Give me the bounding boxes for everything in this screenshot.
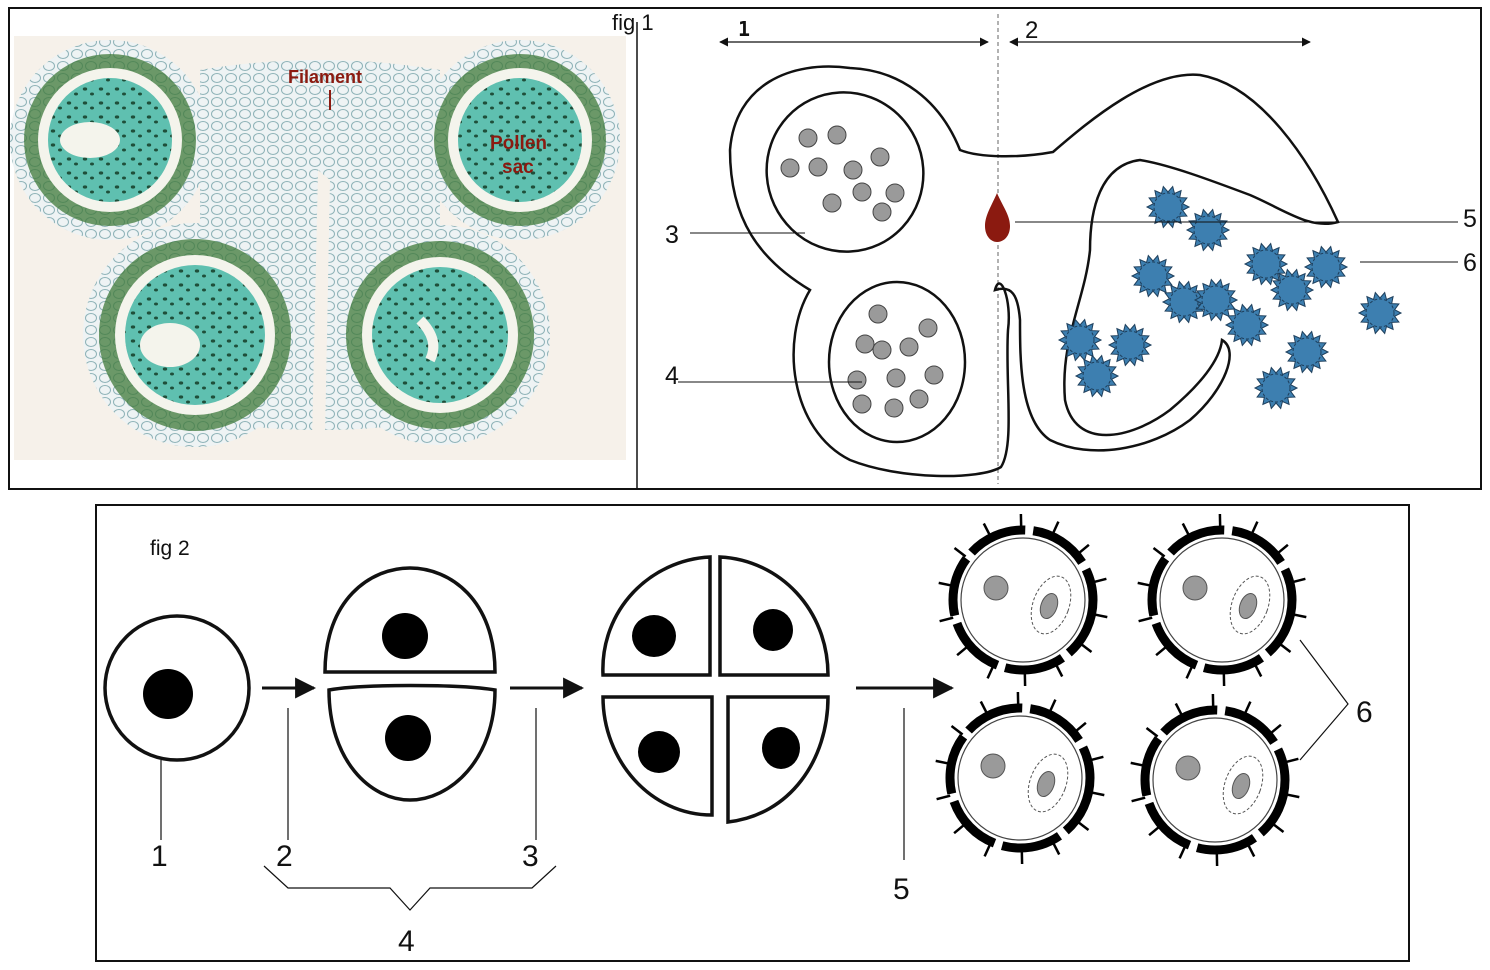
- fig1-callout-3: 3: [665, 221, 679, 249]
- tetrad: [601, 555, 830, 824]
- anther-schematic: 1 2 3: [665, 14, 1477, 484]
- pollen-sac-label-line2: sac: [502, 157, 534, 178]
- microspores-upper: [780, 125, 905, 222]
- fig1-border: [8, 7, 1482, 490]
- nucleus: [143, 669, 193, 719]
- fig1-title: fig 1: [612, 10, 654, 35]
- fig2-callout-5: 5: [893, 873, 910, 906]
- fig2-callout-4: 4: [398, 925, 415, 958]
- anther-section-photo: Filament Pollen sac: [10, 36, 626, 460]
- pollen-grain: [1130, 693, 1300, 867]
- nucleus: [382, 613, 428, 659]
- fig2-callout-6: 6: [1356, 696, 1373, 729]
- callout-line-6: [1299, 639, 1349, 761]
- blue-pollen-grain: [1269, 268, 1315, 312]
- nucleus: [762, 727, 800, 769]
- fig2-panel: fig 2: [95, 504, 1410, 962]
- pollen-sac-top-left: [10, 40, 210, 240]
- arrow-label-2: 2: [1025, 17, 1038, 44]
- microspores-lower: [847, 304, 944, 418]
- pollen-grain: [1137, 513, 1307, 687]
- central-gap: [312, 170, 330, 440]
- microspore-mother-cell: [103, 614, 251, 762]
- pollen-sac-label-line1: Pollen: [490, 133, 547, 154]
- pollen-sac-top-right: [420, 40, 620, 240]
- fig2-border: [95, 504, 1410, 962]
- blue-pollen-grain: [1253, 366, 1299, 410]
- fig1-panel: fig 1: [8, 7, 1482, 490]
- released-pollen-grains: [1057, 185, 1403, 410]
- pollen-sac-lower: [827, 280, 967, 444]
- nucleus: [385, 715, 431, 761]
- blue-pollen-grain: [1185, 208, 1231, 252]
- mature-pollen-grains: [935, 513, 1307, 867]
- blue-pollen-grain: [1193, 278, 1239, 322]
- blue-pollen-grain: [1357, 291, 1403, 335]
- arrow-label-1: 1: [738, 17, 750, 41]
- dyad: [323, 566, 497, 802]
- fig2-callout-3: 3: [522, 840, 539, 873]
- fig2-callout-1: 1: [151, 840, 168, 873]
- brace-4: [263, 865, 557, 911]
- blue-pollen-grain: [1303, 245, 1349, 289]
- pollen-sac-upper: [765, 91, 925, 253]
- pollen-sac-bottom-left: [83, 223, 307, 447]
- nucleus: [638, 731, 680, 773]
- blue-pollen-grain: [1284, 330, 1330, 374]
- fig1-callout-6: 6: [1463, 249, 1477, 277]
- fig1-callout-4: 4: [665, 362, 679, 390]
- blue-pollen-grain: [1057, 318, 1103, 362]
- pollen-grain: [938, 513, 1108, 687]
- nucleus: [753, 609, 793, 651]
- fig2-title: fig 2: [150, 537, 190, 560]
- blue-pollen-grain: [1224, 303, 1270, 347]
- blue-pollen-grain: [1074, 354, 1120, 398]
- blue-pollen-grain: [1130, 254, 1176, 298]
- blue-pollen-grain: [1161, 280, 1207, 324]
- red-drop: [985, 193, 1010, 242]
- nucleus: [632, 615, 676, 657]
- blue-pollen-grain: [1145, 185, 1191, 229]
- fig1-callout-5: 5: [1463, 205, 1477, 233]
- blue-pollen-grain: [1243, 242, 1289, 286]
- anther-outline: [728, 65, 1340, 478]
- pollen-grain: [935, 691, 1105, 865]
- fig2-callout-2: 2: [276, 840, 293, 873]
- pollen-sac-bottom-right: [330, 225, 550, 445]
- filament-label: Filament: [288, 67, 362, 87]
- blue-pollen-grain: [1107, 323, 1153, 367]
